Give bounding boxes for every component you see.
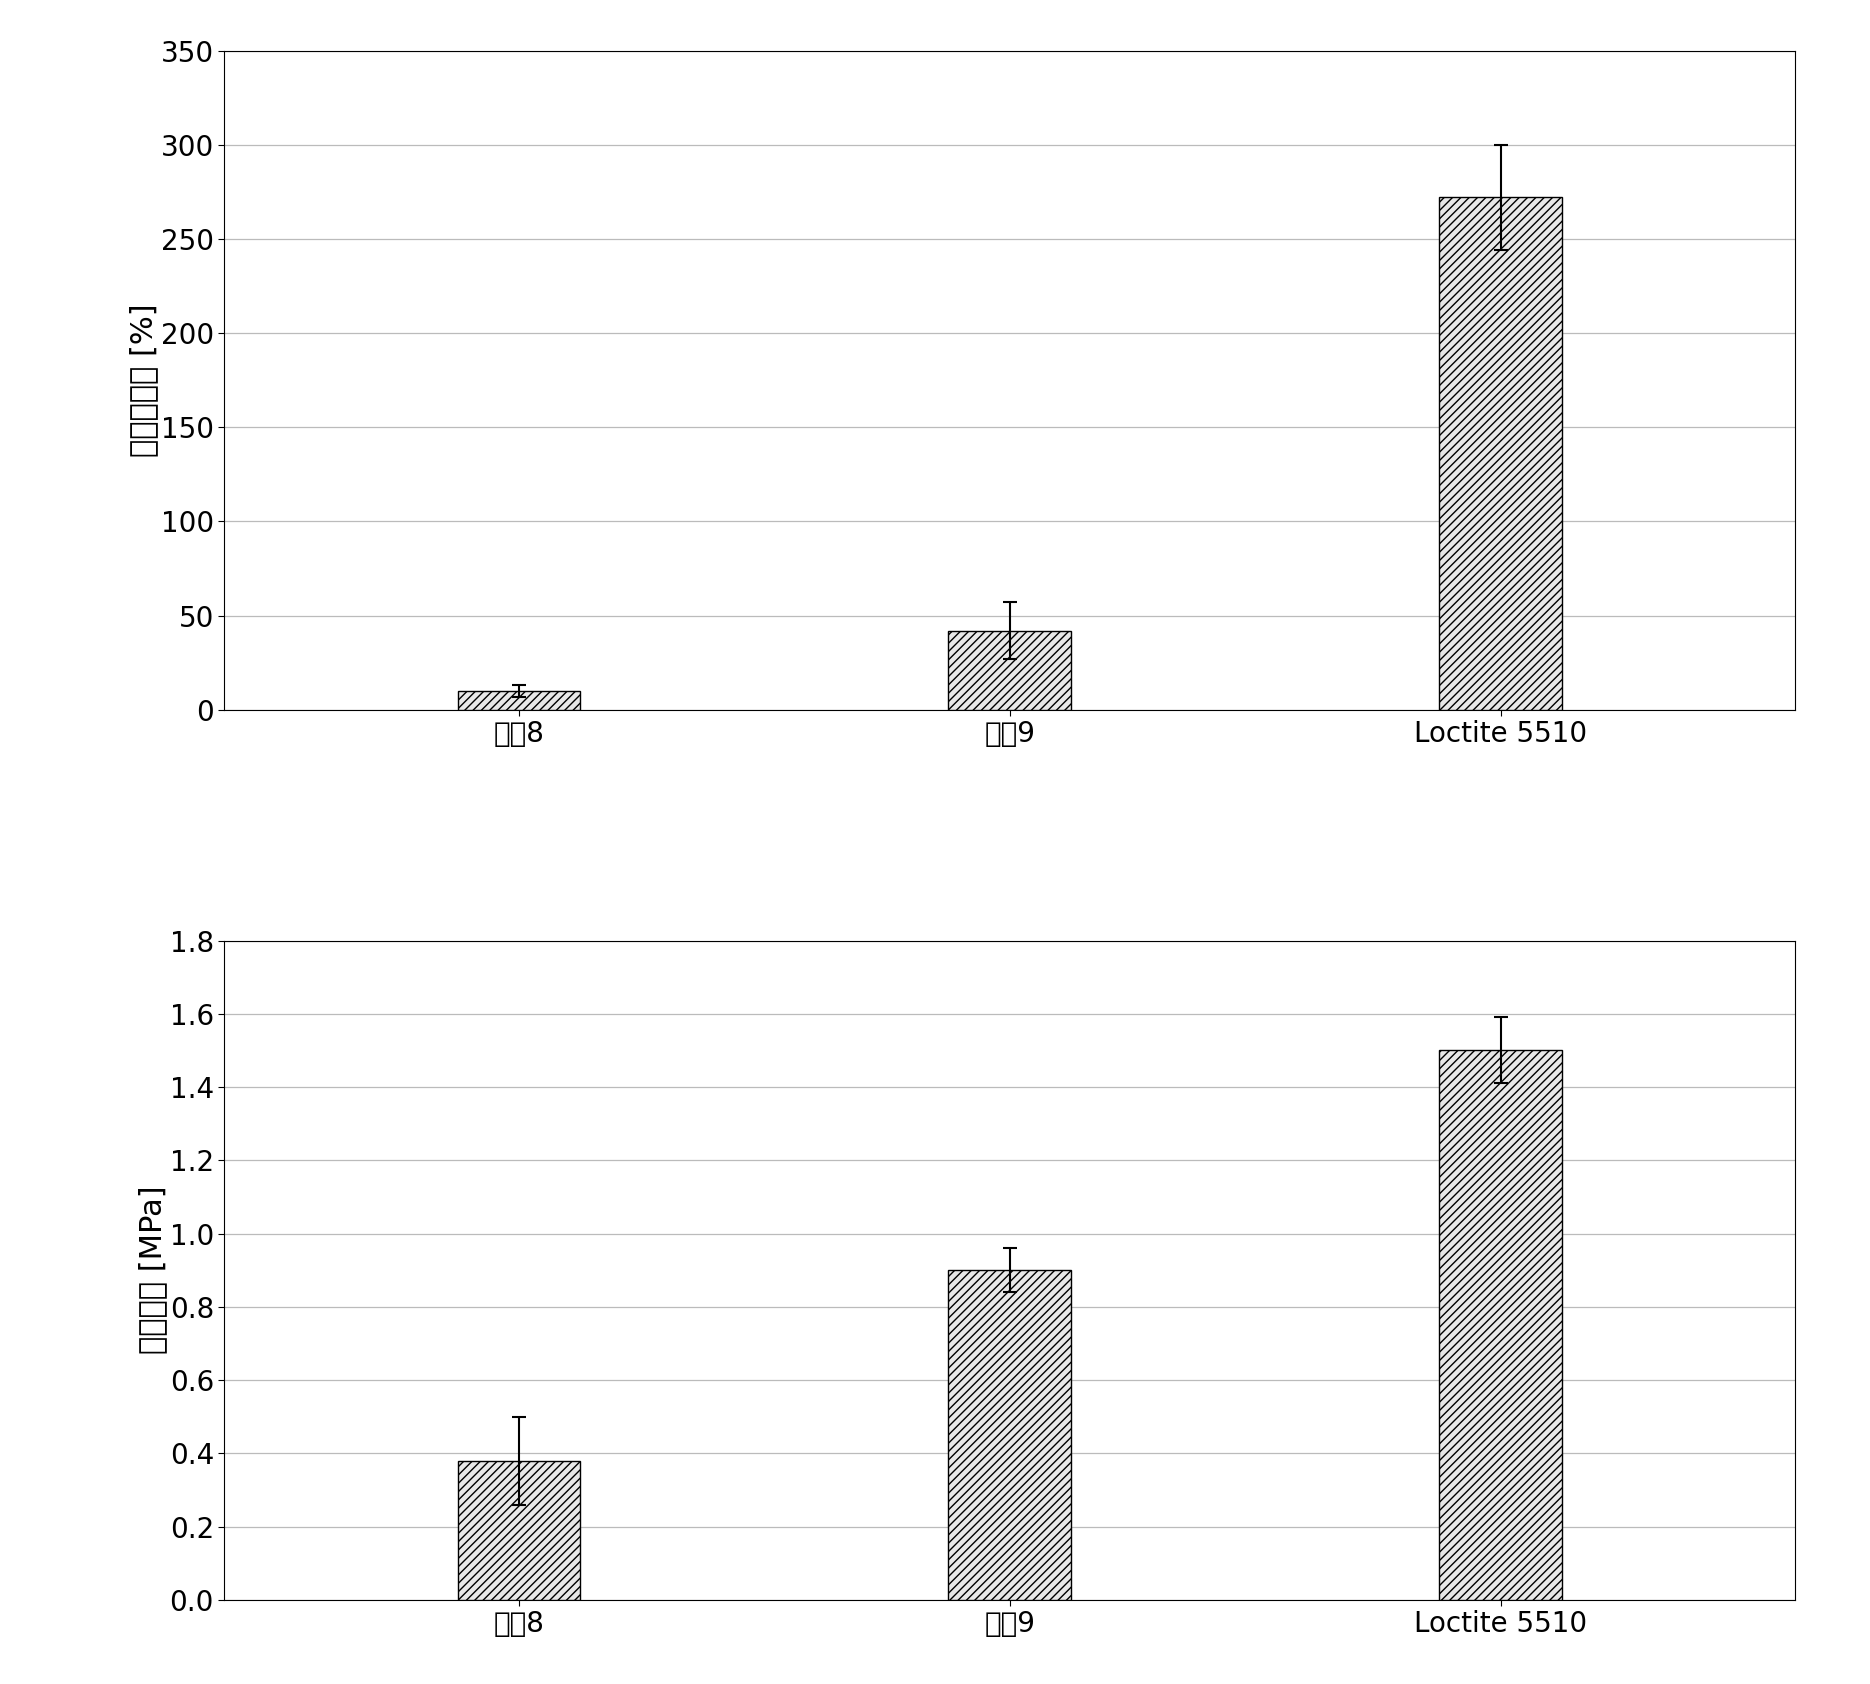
Bar	[948, 1270, 1072, 1600]
Bar	[458, 1460, 580, 1600]
Bar	[458, 690, 580, 709]
Bar	[948, 632, 1072, 709]
Bar	[1440, 1051, 1561, 1600]
Y-axis label: 抗张强度 [MPa]: 抗张强度 [MPa]	[138, 1186, 168, 1354]
Bar	[1440, 197, 1561, 709]
Y-axis label: 断裂伸长率 [%]: 断裂伸长率 [%]	[129, 303, 159, 456]
